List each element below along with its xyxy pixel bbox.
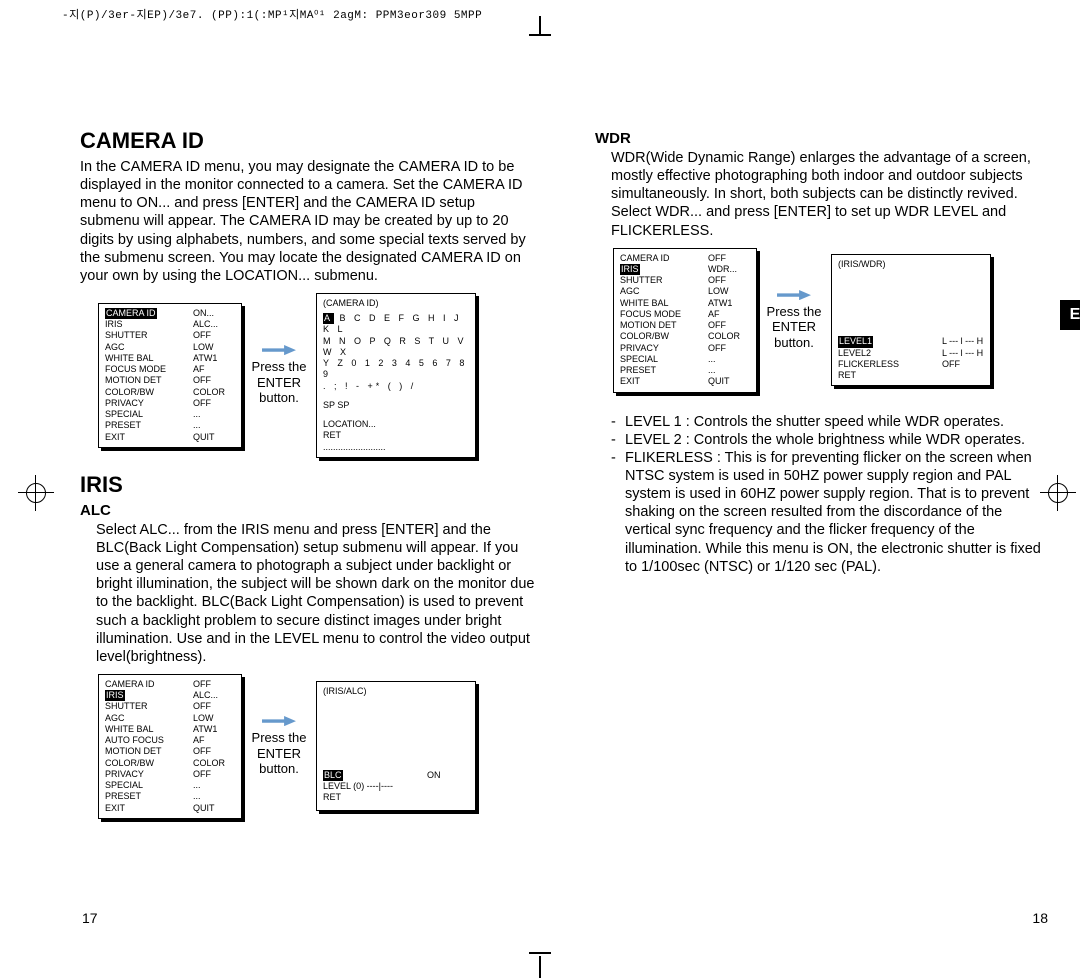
para-alc: Select ALC... from the IRIS menu and pre…: [96, 521, 535, 666]
bullet-level1: -LEVEL 1 : Controls the shutter speed wh…: [611, 413, 1050, 431]
menu-line: WHITE BALATW1: [105, 724, 235, 735]
menu-line: FOCUS MODEAF: [620, 309, 750, 320]
page-number-left: 17: [82, 910, 98, 926]
heading-wdr: WDR: [595, 130, 1050, 147]
menu-line: COLOR/BWCOLOR: [620, 331, 750, 342]
menu-line: PRIVACYOFF: [105, 769, 235, 780]
menu-line: MOTION DETOFF: [105, 375, 235, 386]
press-enter-3: Press the ENTER button.: [767, 304, 822, 350]
menu-line: PRESET...: [620, 365, 750, 376]
menu-line: IRISALC...: [105, 319, 235, 330]
menu-line: PRIVACYOFF: [620, 343, 750, 354]
ret-row: RET: [838, 370, 984, 381]
char-grid-row: Y Z 0 1 2 3 4 5 6 7 8 9: [323, 358, 469, 381]
crop-mark-left: [18, 475, 54, 511]
sp-row: SP SP: [323, 400, 469, 411]
arrow-icon: [777, 290, 811, 300]
sub-menu-2: (IRIS/ALC) BLCONLEVEL (0) ----|----RET: [316, 681, 476, 811]
alc-menu-row: CAMERA IDOFFIRISALC...SHUTTEROFFAGCLOWWH…: [98, 674, 535, 819]
menu-line: WHITE BALATW1: [620, 298, 750, 309]
menu-line: MOTION DETOFF: [620, 320, 750, 331]
submenu-title: (IRIS/WDR): [838, 259, 984, 270]
menu-line: LEVEL1L --- l --- H: [838, 336, 984, 347]
menu-line: COLOR/BWCOLOR: [105, 758, 235, 769]
press-enter-2: Press the ENTER button.: [252, 730, 307, 776]
menu-line: PRESET...: [105, 420, 235, 431]
menu-line: WHITE BALATW1: [105, 353, 235, 364]
header-code-text: -지(P)/3er-지EP)/3e7. (PP):1(:MP¹지MA⁰¹ 2ag…: [62, 6, 482, 22]
main-menu-2: CAMERA IDOFFIRISALC...SHUTTEROFFAGCLOWWH…: [98, 674, 242, 819]
press-enter-1: Press the ENTER button.: [252, 359, 307, 405]
menu-line: PRIVACYOFF: [105, 398, 235, 409]
camera-id-menu-row: CAMERA IDON...IRISALC...SHUTTEROFFAGCLOW…: [98, 293, 535, 458]
page-right: WDR WDR(Wide Dynamic Range) enlarges the…: [595, 50, 1050, 930]
bullet-level2: -LEVEL 2 : Controls the whole brightness…: [611, 431, 1050, 449]
menu-line: SHUTTEROFF: [620, 275, 750, 286]
submenu-title: (IRIS/ALC): [323, 686, 469, 697]
arrow-icon: [262, 716, 296, 726]
menu-line: FLICKERLESSOFF: [838, 359, 984, 370]
menu-line: CAMERA IDOFF: [105, 679, 235, 690]
bullet-flickerless: -FLIKERLESS : This is for preventing fli…: [611, 449, 1050, 576]
menu-line: EXITQUIT: [105, 803, 235, 814]
heading-alc: ALC: [80, 502, 535, 519]
submenu-title: (CAMERA ID): [323, 298, 469, 309]
arrow-block-1: Press the ENTER button.: [242, 345, 316, 406]
menu-line: AUTO FOCUSAF: [105, 735, 235, 746]
menu-line: AGCLOW: [105, 342, 235, 353]
sub-menu-3: (IRIS/WDR) LEVEL1L --- l --- HLEVEL2L ---…: [831, 254, 991, 386]
arrow-block-2: Press the ENTER button.: [242, 716, 316, 777]
menu-line: SHUTTEROFF: [105, 330, 235, 341]
menu-line: SPECIAL...: [105, 780, 235, 791]
menu-line: EXITQUIT: [620, 376, 750, 387]
menu-line: LEVEL2L --- l --- H: [838, 348, 984, 359]
dots-row: .........................: [323, 442, 469, 453]
menu-line: PRESET...: [105, 791, 235, 802]
menu-line: COLOR/BWCOLOR: [105, 387, 235, 398]
menu-line: EXITQUIT: [105, 432, 235, 443]
menu-line: CAMERA IDOFF: [620, 253, 750, 264]
menu-line: AGCLOW: [620, 286, 750, 297]
menu-line: IRISWDR...: [620, 264, 750, 275]
ret-row: RET: [323, 430, 469, 441]
page-left: CAMERA ID In the CAMERA ID menu, you may…: [80, 50, 535, 930]
level-row: LEVEL (0) ----|----: [323, 781, 469, 792]
menu-line: FOCUS MODEAF: [105, 364, 235, 375]
para-camera-id: In the CAMERA ID menu, you may designate…: [80, 158, 535, 285]
menu-line: CAMERA IDON...: [105, 308, 235, 319]
menu-line: SPECIAL...: [620, 354, 750, 365]
menu-line: SHUTTEROFF: [105, 701, 235, 712]
page-number-right: 18: [1032, 910, 1048, 926]
wdr-menu-row: CAMERA IDOFFIRISWDR...SHUTTEROFFAGCLOWWH…: [613, 248, 1050, 393]
heading-iris: IRIS: [80, 472, 535, 498]
menu-line: AGCLOW: [105, 713, 235, 724]
heading-camera-id: CAMERA ID: [80, 128, 535, 154]
main-menu-1: CAMERA IDON...IRISALC...SHUTTEROFFAGCLOW…: [98, 303, 242, 448]
menu-line: IRISALC...: [105, 690, 235, 701]
char-grid-row: . ; ! - +* ( ) /: [323, 381, 469, 392]
main-menu-3: CAMERA IDOFFIRISWDR...SHUTTEROFFAGCLOWWH…: [613, 248, 757, 393]
blc-row: BLCON: [323, 770, 469, 781]
location-row: LOCATION...: [323, 419, 469, 430]
arrow-block-3: Press the ENTER button.: [757, 290, 831, 351]
arrow-icon: [262, 345, 296, 355]
menu-line: MOTION DETOFF: [105, 746, 235, 757]
sub-menu-1: (CAMERA ID) A B C D E F G H I J K LM N O …: [316, 293, 476, 458]
char-grid-row: M N O P Q R S T U V W X: [323, 336, 469, 359]
char-grid-row: A B C D E F G H I J K L: [323, 313, 469, 336]
ret-row: RET: [323, 792, 469, 803]
menu-line: SPECIAL...: [105, 409, 235, 420]
section-tab-e: E: [1060, 300, 1080, 330]
para-wdr: WDR(Wide Dynamic Range) enlarges the adv…: [611, 149, 1050, 240]
crop-mark-bottom: [525, 948, 555, 978]
